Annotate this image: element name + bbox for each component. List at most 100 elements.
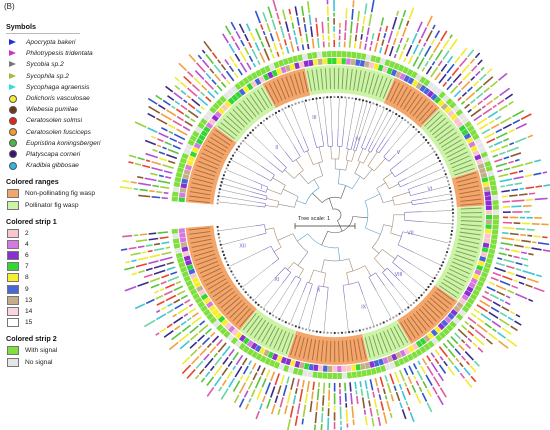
domain-bar [495,262,506,267]
domain-bar [357,10,360,22]
tip-label-mark [353,339,358,361]
symbol-legend-label: Sycophila sp.2 [26,72,69,80]
strip2-cell [472,133,480,141]
domain-bar [354,381,357,389]
strip1-cell [391,353,398,361]
domain-bar [248,55,254,63]
domain-bar [238,23,245,34]
domain-bar [290,377,295,391]
domain-bar [261,378,267,388]
branch [229,249,263,267]
strip2-cell [219,95,227,103]
symbol-legend-label: Kradibia gibbosae [26,162,79,170]
domain-bar [257,60,261,66]
domain-bar [306,380,310,393]
domain-bar [145,267,153,272]
domain-bar [506,146,519,153]
tip-label-mark [353,69,358,91]
domain-bar [443,360,448,367]
tip-symbol [451,226,454,229]
branch [221,235,258,246]
tip-label-mark [191,182,213,188]
domain-bar [284,405,288,415]
domain-bar [490,306,500,313]
domain-bar [408,7,415,20]
strip2-cell [260,355,267,363]
branch [401,140,426,161]
domain-bar [321,413,324,423]
domain-bar [498,340,509,349]
branch [313,179,320,189]
clade-label: IX [361,305,366,311]
branch-arc [364,201,369,229]
strip1-cell [426,90,434,98]
strip1-cell [481,247,489,253]
domain-bar [210,331,216,338]
strip2-cell [388,60,396,69]
branch [290,292,304,324]
domain-bar [470,76,476,81]
strip1-cell [437,322,445,331]
tip-symbol [254,301,257,304]
tip-label-mark [364,72,371,93]
domain-bar [431,61,436,66]
tip-symbol [268,115,271,118]
tip-label-mark [281,77,290,98]
domain-bar [489,293,499,300]
tip-label-mark [215,287,233,301]
tip-label-mark [315,69,320,91]
tip-label-mark [458,185,480,191]
domain-bar [149,172,158,176]
domain-bar [214,356,223,366]
strip1-cell [485,200,492,206]
domain-bar [433,376,441,387]
tip-symbol [451,208,454,211]
domain-bar [161,241,170,245]
symbol-legend-item: Sycophaga agraensis [6,82,166,93]
domain-bar [494,158,503,163]
tip-symbol [372,325,375,328]
strip1-cell [427,331,435,340]
domain-bar [167,302,173,307]
domain-bar [165,283,175,289]
strip1-cell [181,246,189,252]
domain-bar [501,144,509,149]
branch [302,282,308,293]
domain-bar [199,348,208,356]
strip1-cell [346,58,351,65]
tip-symbol [431,147,434,150]
strip1-cell [231,94,239,102]
symbols-list: Apocrypta bakeri Philotrypesis tridentata… [6,37,166,171]
domain-bar [531,247,542,251]
tip-label-mark [253,92,266,111]
domain-bar [412,56,420,67]
tip-label-mark [412,313,427,331]
domain-bar [461,324,468,331]
strip1-cell [407,345,415,353]
strip1-cell [180,183,188,189]
tip-symbol [351,330,354,333]
domain-bar [244,33,249,42]
domain-bar [302,17,306,23]
tip-label-mark [418,308,434,325]
domain-bar [133,187,139,191]
domain-bar [286,376,290,384]
domain-bar [515,313,521,318]
strip2-cell [464,120,472,128]
tip-symbol [268,312,272,315]
tip-symbol [336,95,340,99]
strip1-cell [235,331,243,339]
branch [375,272,385,286]
strip1-cell [182,250,190,257]
strip2-cell [255,353,263,361]
domain-bar [345,408,349,422]
domain-bar [217,342,227,353]
branch [411,197,428,202]
branch-arc [324,258,350,262]
domain-bar [259,51,266,63]
tip-symbol [242,288,245,291]
tip-label-mark [302,71,309,93]
domain-bar [245,403,250,410]
domain-bar [514,158,520,162]
domain-bar [306,1,311,14]
